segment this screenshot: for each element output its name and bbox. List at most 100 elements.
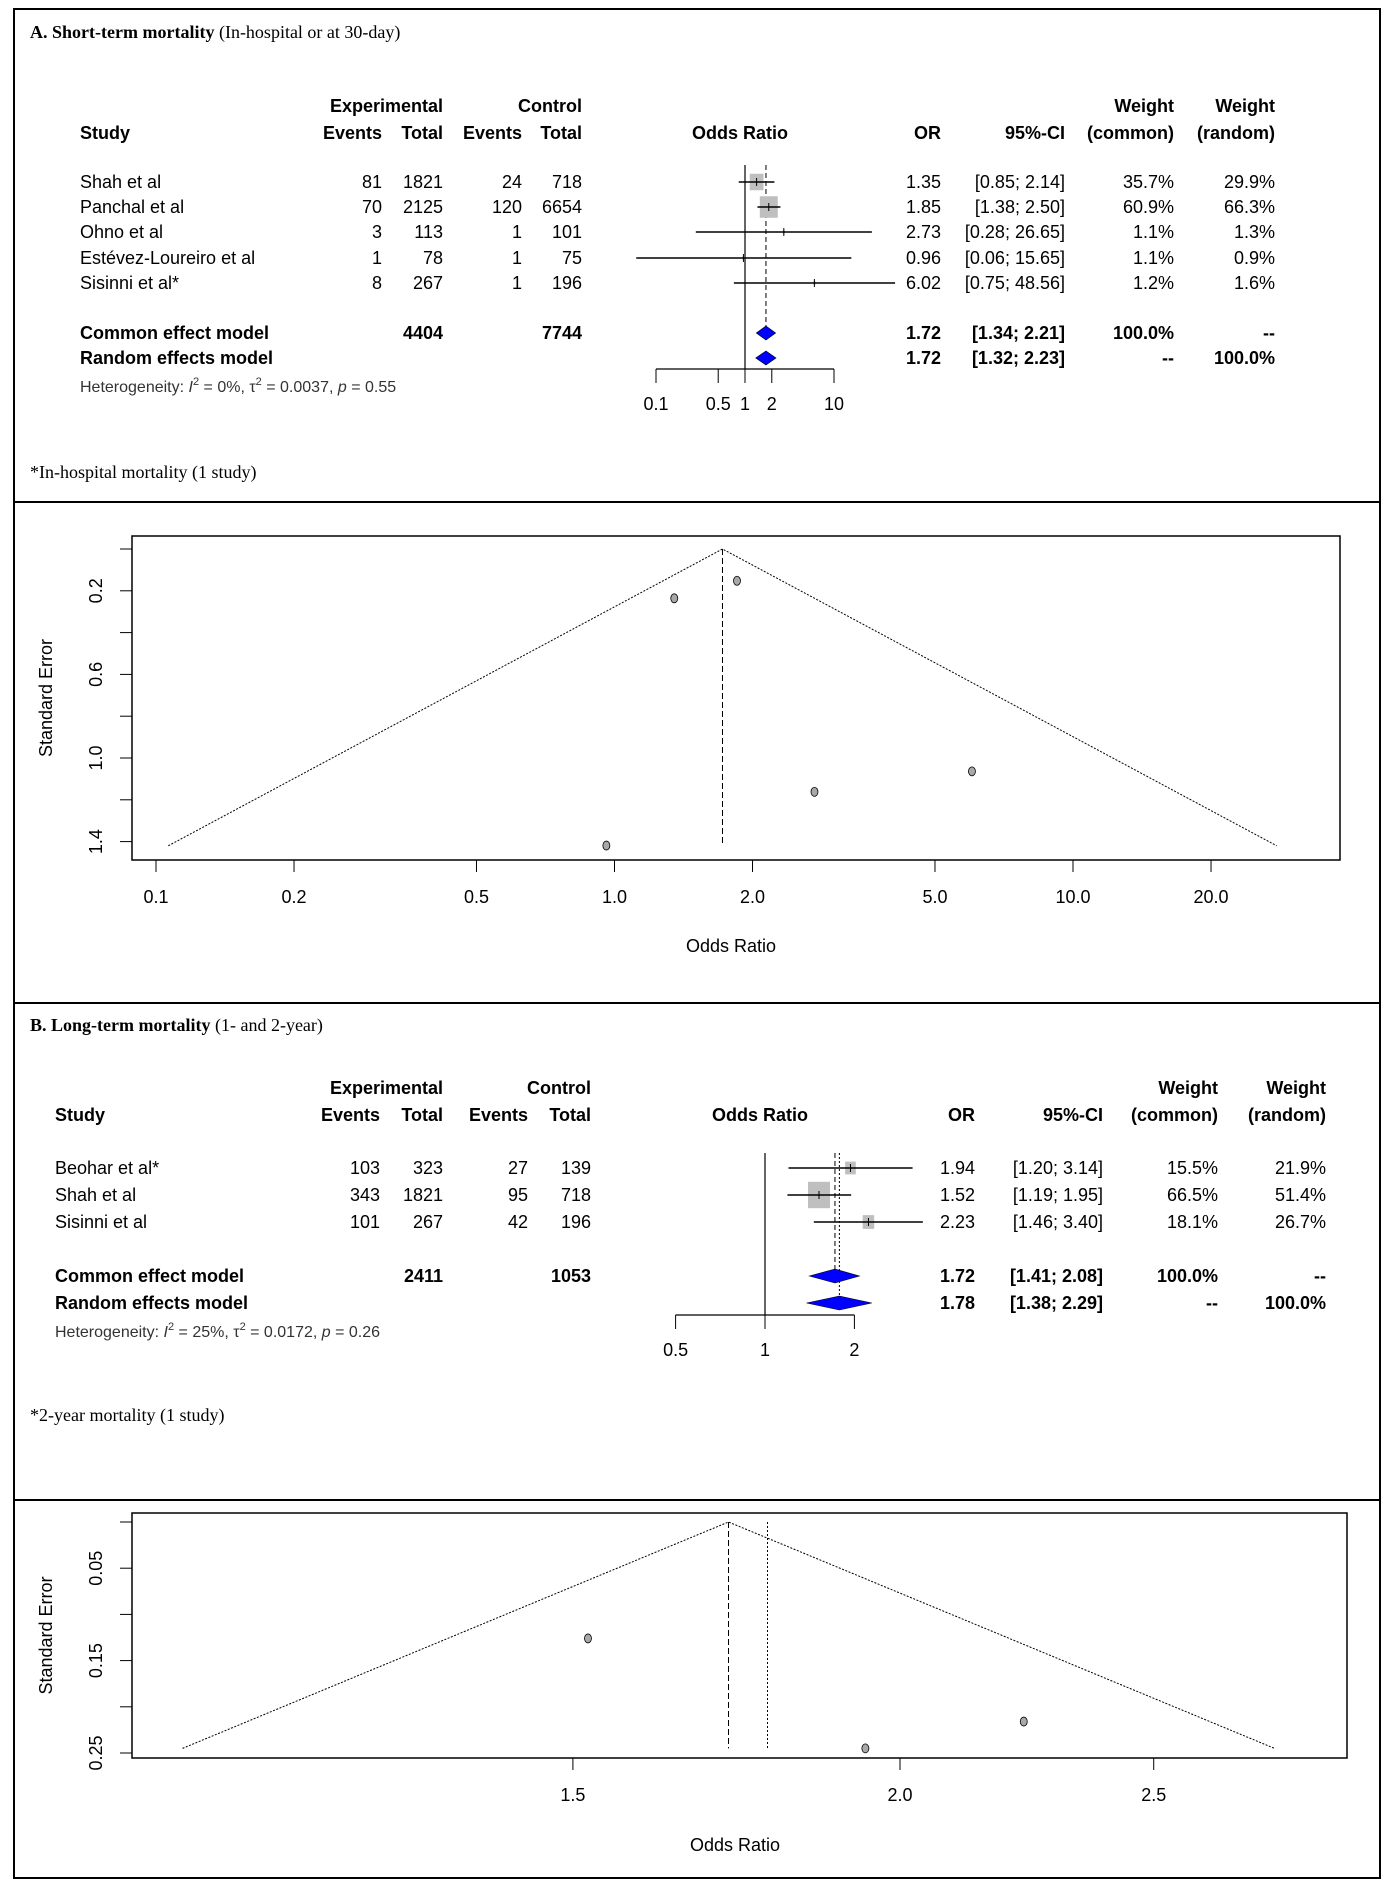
funnel-x-tick-label: 5.0 — [922, 887, 947, 907]
funnel-study-point — [733, 575, 741, 586]
heterogeneity-segment: = 0.0037, — [262, 379, 338, 396]
study-row: Estévez-Loureiro et al 1 78 1 75 0.96 [0.06; 1… — [80, 248, 1275, 268]
common-model-label: Common effect model — [55, 1266, 244, 1286]
header-ci: 95%-CI — [1043, 1105, 1103, 1125]
funnel-study-point — [810, 786, 819, 797]
funnel-study-point — [1019, 1716, 1028, 1727]
cell-w-random: 21.9% — [1275, 1158, 1326, 1178]
header-ci: 95%-CI — [1005, 123, 1065, 143]
cell-c-total: 6654 — [542, 197, 582, 217]
header-control: Control — [518, 96, 582, 116]
funnel-y-axis-title: Standard Error — [36, 639, 56, 757]
cell-e-total: 78 — [423, 248, 443, 268]
study-row: Beohar et al* 103 323 27 139 1.94 [1.20; 3.14]… — [55, 1158, 1326, 1178]
heterogeneity-segment: = 25%, τ — [174, 1324, 240, 1341]
common-effect-diamond — [808, 1268, 861, 1284]
header-control: Control — [527, 1078, 591, 1098]
cell-w-common: 1.1% — [1133, 222, 1174, 242]
panel-footnote: *In-hospital mortality (1 study) — [30, 462, 256, 483]
cell-ci: [1.19; 1.95] — [1013, 1185, 1103, 1205]
cell-c-total: 718 — [561, 1185, 591, 1205]
cell-ci: [1.34; 2.21] — [972, 323, 1065, 343]
cell-or: 6.02 — [906, 273, 941, 293]
funnel-y-tick-label: 1.4 — [86, 829, 106, 854]
cell-e-total: 267 — [413, 1212, 443, 1232]
funnel-study-point — [861, 1743, 870, 1754]
cell-c-total: 139 — [561, 1158, 591, 1178]
study-row: Shah et al 81 1821 24 718 1.35 [0.85; 2.14] 35.… — [80, 172, 1275, 192]
random-effect-diamond — [755, 350, 777, 366]
forest-x-tick-label: 0.5 — [706, 394, 731, 414]
header-exp-total: Total — [401, 1105, 443, 1125]
cell-ci: [0.28; 26.65] — [965, 222, 1065, 242]
cell-or: 2.23 — [940, 1212, 975, 1232]
cell-w-random: 0.9% — [1234, 248, 1275, 268]
cell-ci: [1.41; 2.08] — [1010, 1266, 1103, 1286]
header-study: Study — [80, 123, 130, 143]
header-exp-events: Events — [323, 123, 382, 143]
header-weight-random: Weight — [1266, 1078, 1326, 1098]
cell-ci: [1.38; 2.50] — [975, 197, 1065, 217]
funnel-x-tick-label: 0.5 — [464, 887, 489, 907]
cell-c-total: 101 — [552, 222, 582, 242]
heterogeneity-segment: = 0%, τ — [199, 379, 256, 396]
funnel-x-axis-title: Odds Ratio — [686, 936, 776, 956]
cell-w-random: 29.9% — [1224, 172, 1275, 192]
header-ctrl-total: Total — [540, 123, 582, 143]
random-model-label: Random effects model — [80, 348, 273, 368]
funnel-study-point — [584, 1633, 592, 1644]
heterogeneity-segment: I — [164, 1324, 169, 1341]
funnel-y-tick-label: 0.05 — [86, 1551, 106, 1586]
header-random: (random) — [1197, 123, 1275, 143]
funnel-y-tick-label: 0.6 — [86, 662, 106, 687]
forest-x-tick-label: 10 — [824, 394, 844, 414]
figure-border — [13, 8, 1381, 1879]
cell-c-events: 27 — [508, 1158, 528, 1178]
heterogeneity-segment: 2 — [168, 1321, 174, 1333]
cell-w-common: 15.5% — [1167, 1158, 1218, 1178]
heterogeneity-segment: p — [337, 379, 347, 396]
header-odds-ratio: Odds Ratio — [692, 123, 788, 143]
funnel-x-tick-label: 10.0 — [1055, 887, 1090, 907]
header-study: Study — [55, 1105, 105, 1125]
funnel-x-tick-label: 1.0 — [602, 887, 627, 907]
cell-e-total: 1821 — [403, 1185, 443, 1205]
study-name: Shah et al — [55, 1185, 136, 1205]
cell-e-total: 2411 — [404, 1266, 443, 1286]
cell-or: 1.72 — [906, 323, 941, 343]
header-exp-total: Total — [401, 123, 443, 143]
cell-c-events: 1 — [512, 222, 522, 242]
funnel-pseudo-ci-lines — [168, 548, 1277, 847]
header-odds-ratio: Odds Ratio — [712, 1105, 808, 1125]
funnel-x-tick-label: 20.0 — [1193, 887, 1228, 907]
cell-or: 1.78 — [940, 1293, 975, 1313]
cell-w-common: 1.1% — [1133, 248, 1174, 268]
funnel-plot-frame — [131, 535, 1341, 861]
cell-or: 1.72 — [940, 1266, 975, 1286]
header-weight-common: Weight — [1158, 1078, 1218, 1098]
cell-e-events: 81 — [362, 172, 382, 192]
cell-w-random: 51.4% — [1275, 1185, 1326, 1205]
cell-c-events: 24 — [502, 172, 522, 192]
cell-or: 1.72 — [906, 348, 941, 368]
funnel-x-tick-label: 0.2 — [282, 887, 307, 907]
cell-ci: [1.46; 3.40] — [1013, 1212, 1103, 1232]
panel-title-bold: B. Long-term mortality — [30, 1015, 210, 1035]
forest-x-tick-label: 1 — [740, 394, 750, 414]
cell-ci: [0.85; 2.14] — [975, 172, 1065, 192]
forest-x-tick-label: 0.1 — [643, 394, 668, 414]
random-model-row: Random effects model 1.72 [1.32; 2.23] -- 10… — [80, 348, 1275, 368]
panel-title-rest: (1- and 2-year) — [210, 1015, 322, 1036]
forest-x-tick-label: 2 — [849, 1340, 859, 1360]
cell-e-total: 2125 — [403, 197, 443, 217]
cell-w-random: 100.0% — [1265, 1293, 1326, 1313]
funnel-x-tick-label: 1.5 — [560, 1785, 585, 1805]
cell-e-total: 113 — [414, 222, 443, 242]
cell-c-events: 1 — [512, 273, 522, 293]
funnel-pseudo-ci-lines — [182, 1521, 1275, 1749]
cell-w-random: -- — [1263, 323, 1275, 343]
heterogeneity-segment: 2 — [256, 376, 262, 388]
header-weight-random: Weight — [1215, 96, 1275, 116]
funnel-y-tick-label: 1.0 — [86, 745, 106, 770]
